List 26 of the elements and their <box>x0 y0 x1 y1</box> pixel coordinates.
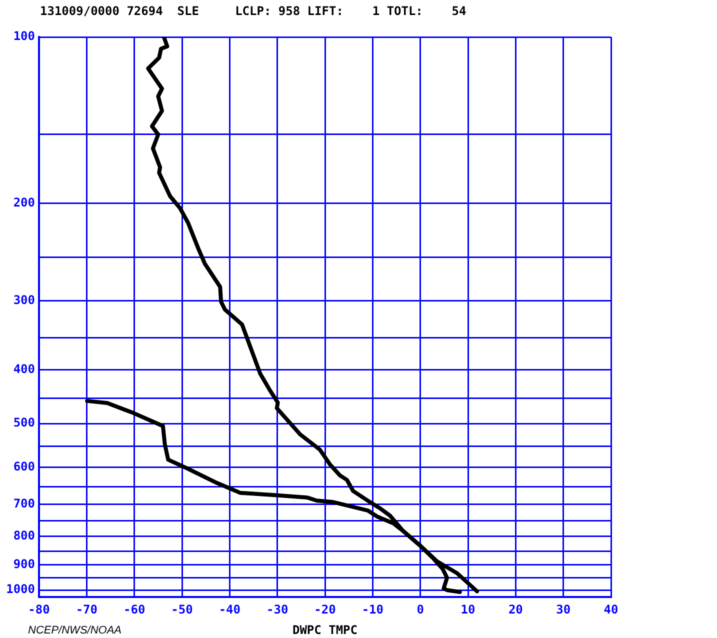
y-tick-label: 900 <box>13 556 35 571</box>
x-tick-label: -40 <box>218 602 241 617</box>
x-tick-label: 20 <box>508 602 523 617</box>
x-axis-title: DWPC TMPC <box>292 622 358 637</box>
y-tick-label: 300 <box>13 293 35 308</box>
y-tick-label: 800 <box>13 528 35 543</box>
x-tick-label: -50 <box>171 602 193 617</box>
y-tick-label: 100 <box>13 29 35 44</box>
y-tick-label: 1000 <box>6 582 35 596</box>
y-tick-label: 400 <box>13 362 35 376</box>
x-tick-label: -60 <box>123 602 146 617</box>
chart-title: 131009/0000 72694 SLE LCLP: 958 LIFT: 1 TOTL: 54 <box>40 4 466 18</box>
x-tick-label: -70 <box>76 602 98 617</box>
x-tick-label: 40 <box>604 602 618 617</box>
x-tick-label: -30 <box>266 602 288 617</box>
x-tick-label: 0 <box>416 602 424 617</box>
x-tick-label: -10 <box>362 602 384 617</box>
text: NCEP/NWS/NOAA <box>28 624 122 637</box>
x-tick-label: 10 <box>460 602 476 617</box>
y-tick-label: 600 <box>13 460 35 474</box>
y-tick-label: 500 <box>13 416 35 430</box>
y-tick-label: 200 <box>13 196 35 210</box>
x-tick-label: -20 <box>314 602 336 617</box>
x-tick-label: 30 <box>556 602 571 617</box>
y-tick-label: 700 <box>13 496 35 511</box>
x-tick-label: -80 <box>28 602 50 617</box>
